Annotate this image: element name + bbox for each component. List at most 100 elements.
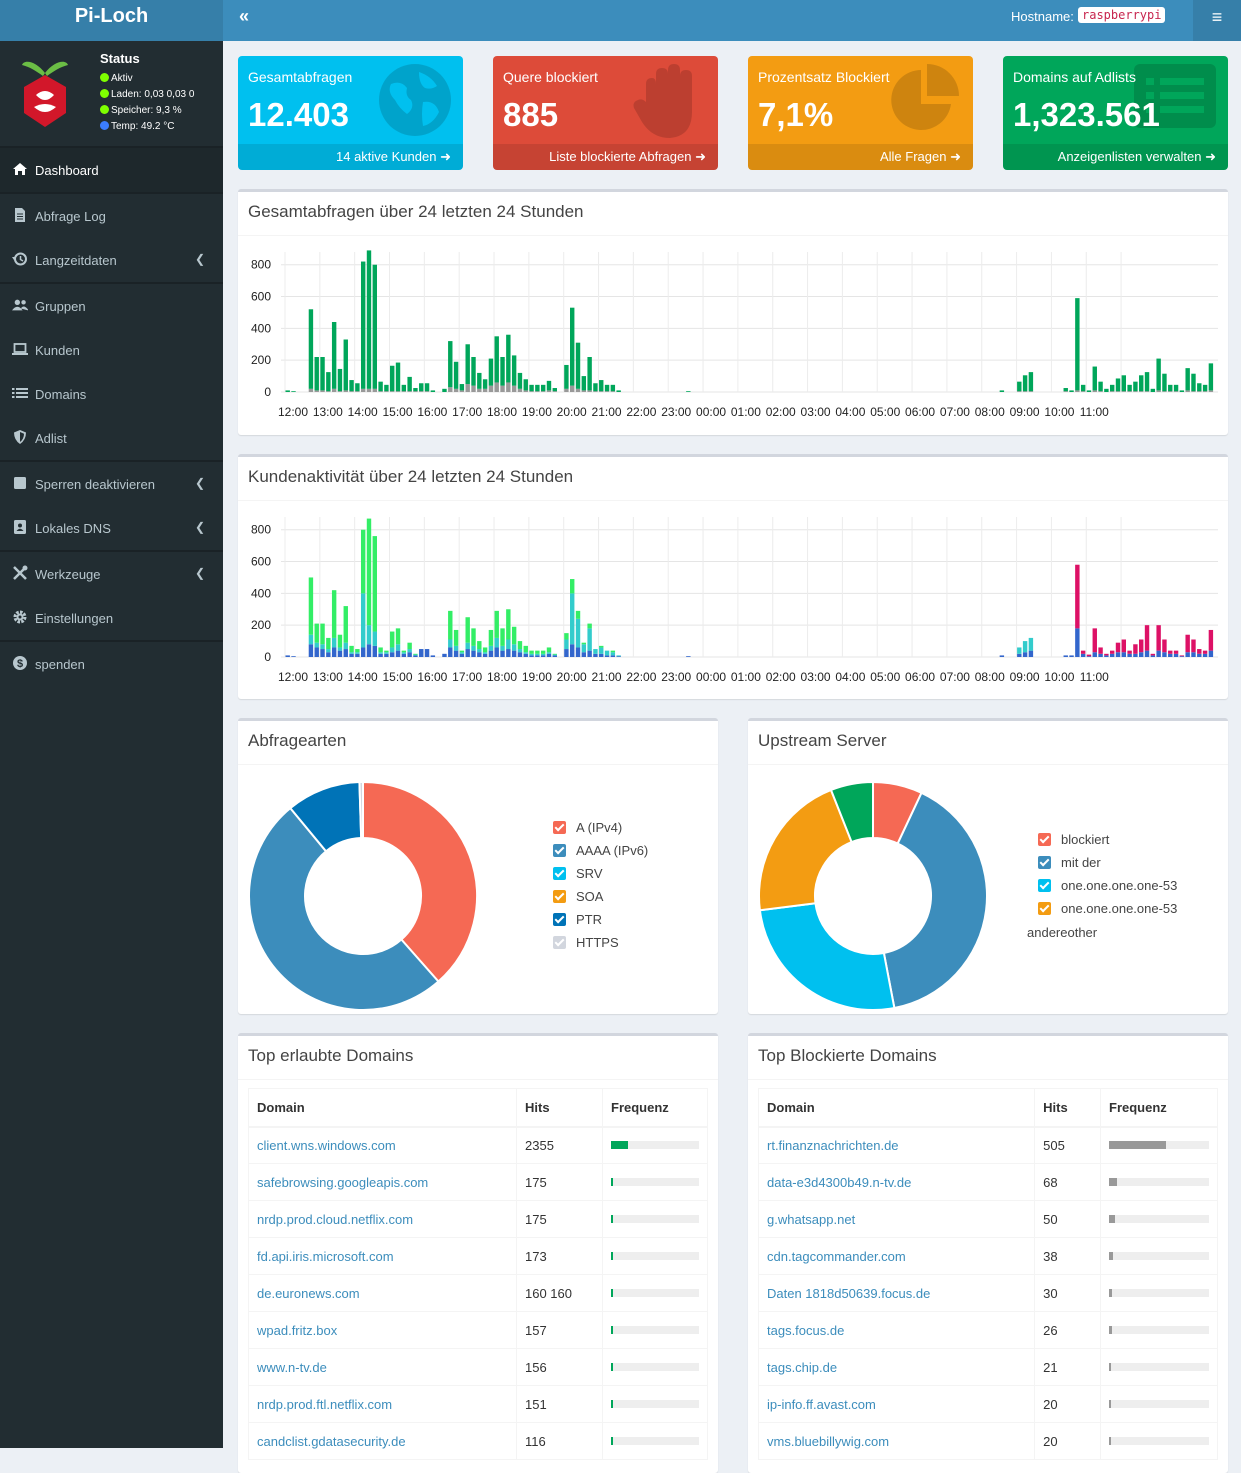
domain-link[interactable]: rt.finanznachrichten.de (767, 1137, 899, 1153)
sidebar-item-adlist[interactable]: Adlist (0, 416, 223, 460)
sidebar-item-settings[interactable]: Einstellungen (0, 596, 223, 640)
clients-chart-title: Kundenaktivität über 24 letzten 24 Stund… (248, 467, 574, 486)
queries-bar (326, 391, 331, 393)
legend-item[interactable]: blockiert (1038, 832, 1109, 847)
column-header-domain[interactable]: Domain (248, 1088, 517, 1128)
client-activity-bar (401, 650, 407, 653)
legend-item[interactable]: HTTPS (553, 935, 619, 950)
domain-link[interactable]: data-e3d4300b49.n-tv.de (767, 1174, 912, 1190)
queries-bar (1075, 390, 1080, 392)
manage-adlists-link[interactable]: Anzeigenlisten verwalten ➜ (1003, 144, 1228, 170)
menu-icon[interactable]: ≡ (1193, 0, 1241, 41)
column-header-frequency[interactable]: Frequenz (1100, 1088, 1218, 1128)
checkbox-icon[interactable] (553, 936, 566, 949)
queries-bar (1115, 378, 1121, 392)
sidebar-item-clients[interactable]: Kunden (0, 328, 223, 372)
queries-bar (529, 391, 534, 393)
status-panel: Status Aktiv Laden: 0,03 0,03 0 Speicher… (0, 41, 223, 147)
domain-link[interactable]: wpad.fritz.box (257, 1322, 338, 1338)
column-header-domain[interactable]: Domain (757, 1088, 1036, 1128)
frequency-cell (1100, 1311, 1218, 1349)
sidebar-item-groups[interactable]: Gruppen (0, 284, 223, 328)
column-header-hits[interactable]: Hits (516, 1088, 603, 1128)
query-type-slice[interactable] (362, 780, 478, 983)
column-header-frequency[interactable]: Frequenz (602, 1088, 708, 1128)
queries-bar (1162, 373, 1167, 392)
sidebar-item-query-log[interactable]: Abfrage Log (0, 194, 223, 238)
legend-item[interactable]: SOA (553, 889, 603, 904)
checkbox-icon[interactable] (1038, 902, 1051, 915)
client-activity-bar (1179, 655, 1185, 657)
column-header-hits[interactable]: Hits (1034, 1088, 1101, 1128)
domain-link[interactable]: vms.bluebillywig.com (767, 1433, 890, 1449)
domain-link[interactable]: ip-info.ff.avast.com (767, 1396, 876, 1412)
frequency-bar (1109, 1326, 1209, 1334)
domain-link[interactable]: tags.chip.de (767, 1359, 838, 1375)
client-activity-bar (442, 653, 447, 657)
domain-link[interactable]: safebrowsing.googleapis.com (257, 1174, 429, 1190)
sidebar-toggle-icon[interactable]: « (239, 6, 250, 26)
legend-item[interactable]: one.one.one.one-53 (1038, 878, 1177, 893)
sidebar-item-dashboard[interactable]: Dashboard (0, 148, 223, 192)
queries-bar (337, 391, 343, 393)
domain-link[interactable]: client.wns.windows.com (257, 1137, 396, 1153)
domain-link[interactable]: candclist.gdatasecurity.de (257, 1433, 406, 1449)
sidebar-item-local-dns[interactable]: Lokales DNS ❮ (0, 506, 223, 550)
table-row: ip-info.ff.avast.com 20 (757, 1385, 1218, 1423)
x-tick-label: 11:00 (1080, 670, 1109, 684)
hits-cell: 21 (1034, 1348, 1101, 1386)
checkbox-icon[interactable] (553, 821, 566, 834)
upstream-slice[interactable] (758, 902, 896, 1011)
sidebar-item-donate[interactable]: $ spenden (0, 642, 223, 686)
client-activity-bar (529, 655, 534, 657)
client-activity-bar (471, 628, 476, 646)
queries-bar (320, 390, 325, 392)
legend-item[interactable]: AAAA (IPv6) (553, 843, 648, 858)
client-activity-bar (372, 631, 377, 646)
x-tick-label: 03:00 (801, 405, 831, 419)
upstream-slice[interactable] (882, 791, 988, 1010)
client-activity-bar (540, 653, 546, 656)
legend-item[interactable]: PTR (553, 912, 602, 927)
donate-icon: $ (13, 656, 27, 670)
domain-link[interactable]: fd.api.iris.microsoft.com (257, 1248, 394, 1264)
checkbox-icon[interactable] (553, 890, 566, 903)
legend-item[interactable]: mit der (1038, 855, 1101, 870)
upstream-slice[interactable] (829, 780, 874, 844)
checkbox-icon[interactable] (553, 913, 566, 926)
legend-item[interactable]: one.one.one.one-53 (1038, 901, 1177, 916)
query-type-slice[interactable] (358, 780, 364, 840)
all-queries-link[interactable]: Alle Fragen ➜ (748, 144, 973, 170)
domain-link[interactable]: nrdp.prod.cloud.netflix.com (257, 1211, 414, 1227)
domain-link[interactable]: g.whatsapp.net (767, 1211, 856, 1227)
domain-link[interactable]: tags.focus.de (767, 1322, 845, 1338)
checkbox-icon[interactable] (1038, 879, 1051, 892)
sidebar-item-long-term-data[interactable]: Langzeitdaten ❮ (0, 238, 223, 282)
queries-bar (372, 264, 377, 389)
checkbox-icon[interactable] (1038, 856, 1051, 869)
domain-link[interactable]: Daten 1818d50639.focus.de (767, 1285, 931, 1301)
queries-bar (465, 384, 470, 392)
domain-link[interactable]: cdn.tagcommander.com (767, 1248, 906, 1264)
app-logo[interactable]: Pi-Loch (0, 0, 223, 41)
domain-link[interactable]: de.euronews.com (257, 1285, 360, 1301)
blocked-list-link[interactable]: Liste blockierte Abfragen ➜ (493, 144, 718, 170)
queries-bar (535, 384, 540, 392)
query-type-slice[interactable] (248, 806, 440, 1011)
queries-bar (326, 372, 331, 392)
legend-item[interactable]: SRV (553, 866, 603, 881)
checkbox-icon[interactable] (553, 867, 566, 880)
client-activity-bar (314, 647, 319, 657)
client-activity-bar (401, 652, 407, 654)
sidebar-item-tools[interactable]: Werkzeuge ❮ (0, 552, 223, 596)
active-clients-link[interactable]: 14 aktive Kunden ➜ (238, 144, 463, 170)
legend-item[interactable]: A (IPv4) (553, 820, 622, 835)
sidebar-item-domains[interactable]: Domains (0, 372, 223, 416)
x-tick-label: 11:00 (1080, 405, 1109, 419)
domain-link[interactable]: nrdp.prod.ftl.netflix.com (257, 1396, 393, 1412)
x-tick-label: 01:00 (731, 405, 761, 419)
sidebar-item-disable-blocking[interactable]: Sperren deaktivieren ❮ (0, 462, 223, 506)
checkbox-icon[interactable] (1038, 833, 1051, 846)
domain-link[interactable]: www.n-tv.de (257, 1359, 327, 1375)
checkbox-icon[interactable] (553, 844, 566, 857)
